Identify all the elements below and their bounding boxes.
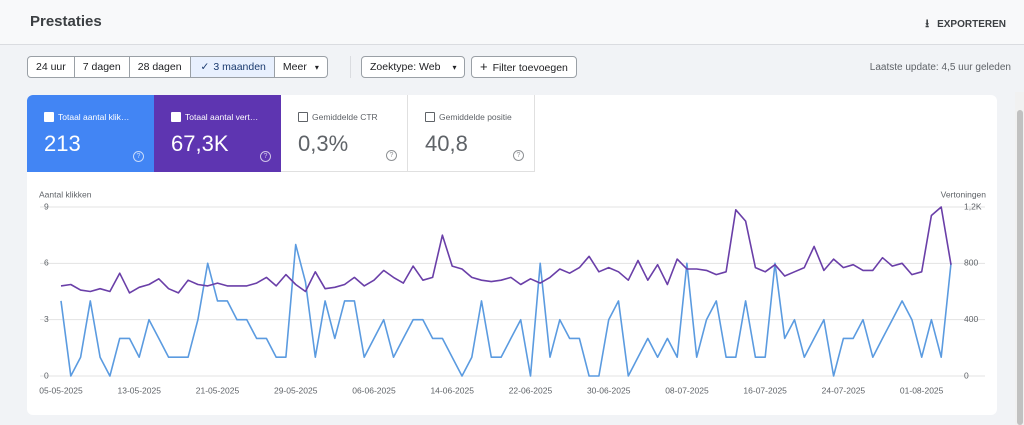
search-type-label[interactable]: Zoektype: Web — [370, 61, 441, 73]
export-label[interactable]: EXPORTEREN — [937, 19, 1006, 30]
checkbox[interactable] — [298, 112, 308, 122]
metric-value: 213 — [44, 131, 81, 156]
metric-label: Totaal aantal klik… — [58, 112, 130, 122]
date-range-button[interactable]: 28 dagen — [129, 56, 191, 78]
x-tick-label: 13-05-2025 — [117, 385, 161, 395]
scrollbar-thumb[interactable] — [1017, 110, 1023, 425]
checkbox[interactable] — [44, 112, 54, 122]
metric-value: 40,8 — [425, 131, 468, 156]
export-button[interactable]: ⭳ EXPORTEREN — [925, 18, 1006, 30]
x-tick-label: 30-06-2025 — [587, 385, 631, 395]
y-axis-title: Aantal klikken — [39, 189, 92, 199]
add-filter-label[interactable]: Filter toevoegen — [492, 62, 568, 74]
search-type-button[interactable]: Zoektype: Web ▾ — [361, 56, 466, 78]
metric-value: 0,3% — [298, 131, 349, 156]
metric-value: 67,3K — [171, 131, 229, 156]
y2-axis-title: Vertoningen — [941, 189, 987, 199]
date-range-button-selected[interactable]: ✓ 3 maanden — [190, 56, 275, 78]
page-title: Prestaties — [30, 13, 102, 30]
metric-label: Totaal aantal vert… — [185, 112, 259, 122]
checkbox[interactable] — [171, 112, 181, 122]
metric-label: Gemiddelde CTR — [312, 112, 378, 122]
help-icon[interactable]: ? — [386, 150, 397, 161]
y-tick-label: 0 — [44, 370, 49, 380]
x-tick-label: 24-07-2025 — [822, 385, 866, 395]
more-label[interactable]: Meer — [282, 61, 307, 73]
date-range-button[interactable]: 24 uur — [27, 56, 75, 78]
date-range-button[interactable]: 7 dagen — [74, 56, 130, 78]
y-tick-label: 3 — [44, 314, 49, 324]
series-line — [60, 206, 952, 294]
help-icon[interactable]: ? — [513, 150, 524, 161]
x-tick-label: 08-07-2025 — [665, 385, 709, 395]
metric-card[interactable]: Gemiddelde positie 40,8 ? — [408, 95, 535, 172]
x-tick-label: 01-08-2025 — [900, 385, 944, 395]
x-tick-label: 16-07-2025 — [743, 385, 787, 395]
last-update: Laatste update: 4,5 uur geleden — [869, 62, 1011, 73]
help-icon[interactable]: ? — [260, 151, 271, 162]
more-button[interactable]: Meer ▾ — [274, 56, 328, 78]
y2-tick-label: 1,2K — [964, 201, 982, 211]
x-tick-label: 05-05-2025 — [39, 385, 83, 395]
y-tick-label: 6 — [44, 258, 49, 268]
y2-tick-label: 400 — [964, 314, 978, 324]
metric-card[interactable]: Gemiddelde CTR 0,3% ? — [281, 95, 408, 172]
separator — [350, 56, 351, 78]
date-range-label[interactable]: 3 maanden — [213, 61, 266, 73]
metric-card-selected[interactable]: Totaal aantal klik… 213 ? — [27, 95, 154, 172]
x-tick-label: 22-06-2025 — [509, 385, 553, 395]
x-tick-label: 06-06-2025 — [352, 385, 396, 395]
add-filter-button[interactable]: + Filter toevoegen — [471, 56, 577, 78]
metric-card-selected[interactable]: Totaal aantal vert… 67,3K ? — [154, 95, 281, 172]
top-bar — [0, 0, 1024, 45]
x-tick-label: 21-05-2025 — [196, 385, 240, 395]
y-tick-label: 9 — [44, 201, 49, 211]
help-icon[interactable]: ? — [133, 151, 144, 162]
y2-tick-label: 800 — [964, 258, 978, 268]
metric-label: Gemiddelde positie — [439, 112, 512, 122]
checkbox[interactable] — [425, 112, 435, 122]
x-tick-label: 29-05-2025 — [274, 385, 318, 395]
date-range-group: 24 uur 7 dagen 28 dagen ✓ 3 maanden Meer ▾ — [27, 56, 328, 78]
y2-tick-label: 0 — [964, 370, 969, 380]
x-tick-label: 14-06-2025 — [430, 385, 474, 395]
series-line — [60, 243, 952, 377]
